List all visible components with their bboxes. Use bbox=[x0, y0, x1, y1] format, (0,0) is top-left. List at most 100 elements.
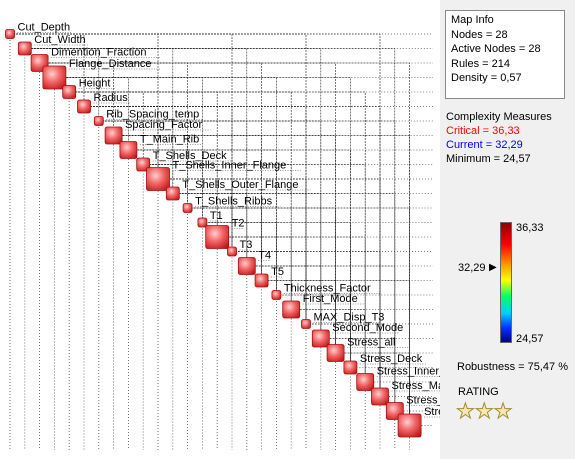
node-label: T4 bbox=[258, 250, 271, 262]
node-box[interactable] bbox=[237, 257, 256, 275]
matrix-node[interactable]: T2 bbox=[205, 218, 245, 249]
matrix-node[interactable]: Height bbox=[62, 78, 116, 99]
node-box[interactable] bbox=[371, 387, 389, 406]
side-panel: Map Info Nodes = 28 Active Nodes = 28 Ru… bbox=[440, 0, 575, 459]
node-box[interactable] bbox=[271, 290, 282, 300]
node-label: Stress_Ribbs bbox=[424, 406, 440, 418]
matrix-node[interactable]: MAX_Disp_T3 bbox=[301, 312, 385, 329]
node-label: T_Shells_Outer_Flange bbox=[182, 179, 298, 191]
dependency-link bbox=[24, 48, 396, 411]
node-box[interactable] bbox=[104, 126, 123, 145]
node-label: T3 bbox=[240, 239, 253, 251]
matrix-node[interactable]: T_Shells_Ribbs bbox=[182, 196, 281, 213]
dependency-link bbox=[232, 251, 381, 397]
matrix-node[interactable]: Stress_all bbox=[326, 337, 409, 362]
node-label: Flange_Distance bbox=[69, 58, 152, 70]
node-box[interactable] bbox=[254, 273, 269, 288]
node-label: T1 bbox=[210, 210, 223, 222]
node-label: Stress_Main_Rib bbox=[392, 380, 441, 392]
dependency-link bbox=[39, 62, 410, 426]
dependency-link bbox=[320, 338, 396, 411]
node-box[interactable] bbox=[311, 329, 330, 348]
node-label: T_Shells_Ribbs bbox=[195, 196, 273, 208]
dependency-link bbox=[261, 280, 410, 426]
dependency-link bbox=[246, 265, 396, 411]
map-info-box: Map Info Nodes = 28 Active Nodes = 28 Ru… bbox=[445, 10, 565, 99]
dependency-link bbox=[306, 323, 381, 397]
node-box[interactable] bbox=[326, 344, 345, 362]
node-box[interactable] bbox=[93, 116, 104, 126]
node-box[interactable] bbox=[136, 157, 151, 172]
node-box[interactable] bbox=[77, 99, 91, 114]
dependency-matrix: Cut_Depth Cut_Width Dimention_Fraction Flan… bbox=[5, 22, 441, 450]
matrix-node[interactable]: Stress_Inner_Flange bbox=[356, 366, 440, 391]
node-box[interactable] bbox=[62, 85, 77, 99]
rating-label: RATING bbox=[458, 386, 499, 398]
matrix-node[interactable]: T5 bbox=[254, 266, 284, 288]
node-box[interactable] bbox=[17, 41, 32, 56]
critical-complexity: Critical = 36,33 bbox=[446, 125, 520, 137]
node-box[interactable] bbox=[301, 319, 311, 329]
matrix-node[interactable]: Cut_Depth bbox=[5, 22, 73, 39]
dependency-link bbox=[217, 236, 366, 382]
star-icon: ★ bbox=[456, 400, 476, 424]
matrix-node[interactable]: Stress_Deck bbox=[343, 353, 427, 375]
node-label: Cut_Depth bbox=[18, 22, 71, 34]
node-box[interactable] bbox=[197, 217, 208, 228]
node-box[interactable] bbox=[5, 29, 15, 39]
node-label: Stress_Inner_Flange bbox=[377, 366, 440, 378]
scale-max-label: 36,33 bbox=[516, 222, 544, 234]
matrix-node[interactable]: Cut_Width bbox=[17, 34, 90, 56]
matrix-node[interactable]: Second_Mode bbox=[311, 322, 403, 348]
matrix-node[interactable]: T_Main_Rib bbox=[119, 134, 201, 159]
node-box[interactable] bbox=[343, 360, 358, 375]
matrix-node[interactable]: Stress_Main_Rib bbox=[371, 380, 441, 406]
current-complexity: Current = 32,29 bbox=[446, 139, 523, 151]
dependency-link bbox=[10, 33, 381, 397]
nodes-count: Nodes = 28 bbox=[451, 28, 508, 41]
dependency-link bbox=[335, 352, 410, 426]
node-box[interactable] bbox=[205, 225, 230, 249]
scale-current-label: 32,29 bbox=[458, 262, 486, 274]
matrix-node[interactable]: Radius bbox=[77, 92, 131, 114]
matrix-canvas: Cut_DepthCut_WidthDimention_FractionFlan… bbox=[5, 22, 441, 450]
node-box[interactable] bbox=[182, 203, 193, 213]
matrix-node[interactable]: First_Mode bbox=[282, 293, 364, 319]
complexity-measures: Complexity Measures Critical = 36,33 Cur… bbox=[446, 110, 552, 166]
node-label: Cut_Width bbox=[34, 34, 85, 46]
node-box[interactable] bbox=[356, 373, 375, 391]
node-label: T2 bbox=[232, 218, 245, 230]
matrix-node[interactable]: Spacing_Factor bbox=[104, 119, 211, 145]
node-label: Second_Mode bbox=[332, 322, 403, 334]
node-label: Rib_Spacing_temp bbox=[106, 109, 199, 121]
node-label: T5 bbox=[271, 266, 284, 278]
matrix-node[interactable]: Stress_Ribbs bbox=[397, 406, 440, 438]
node-box[interactable] bbox=[165, 186, 180, 201]
matrix-node[interactable]: T3 bbox=[227, 239, 253, 257]
matrix-node[interactable]: T1 bbox=[197, 210, 223, 228]
node-label: T_Shells_Inner_Flange bbox=[173, 160, 287, 172]
node-label: MAX_Disp_T3 bbox=[314, 312, 385, 324]
node-label: Thickness_Factor bbox=[284, 283, 371, 295]
dependency-links bbox=[10, 33, 410, 426]
matrix-node[interactable]: T_Shells_Inner_Flange bbox=[146, 160, 301, 191]
matrix-node[interactable]: T_Shells_Deck bbox=[136, 150, 232, 172]
matrix-node[interactable]: T4 bbox=[237, 250, 271, 275]
matrix-node[interactable]: Rib_Spacing_temp bbox=[93, 109, 204, 126]
node-box[interactable] bbox=[119, 141, 138, 159]
node-box[interactable] bbox=[397, 413, 422, 438]
node-box[interactable] bbox=[42, 65, 67, 90]
node-box[interactable] bbox=[282, 300, 301, 319]
node-box[interactable] bbox=[146, 167, 170, 191]
matrix-node[interactable]: T_Shells_Outer_Flange bbox=[165, 179, 311, 201]
matrix-node[interactable]: Thickness_Factor bbox=[271, 283, 382, 300]
matrix-node[interactable]: Flange_Distance bbox=[42, 58, 161, 90]
node-label: Stress_all bbox=[347, 337, 395, 349]
minimum-complexity: Minimum = 24,57 bbox=[446, 153, 531, 165]
node-label: First_Mode bbox=[303, 293, 358, 305]
node-box[interactable] bbox=[227, 246, 237, 257]
arrow-right-icon: ▶ bbox=[489, 262, 497, 273]
node-label: Spacing_Factor bbox=[125, 119, 202, 131]
star-icon: ★ bbox=[493, 400, 513, 424]
star-icon: ★ bbox=[474, 400, 494, 424]
